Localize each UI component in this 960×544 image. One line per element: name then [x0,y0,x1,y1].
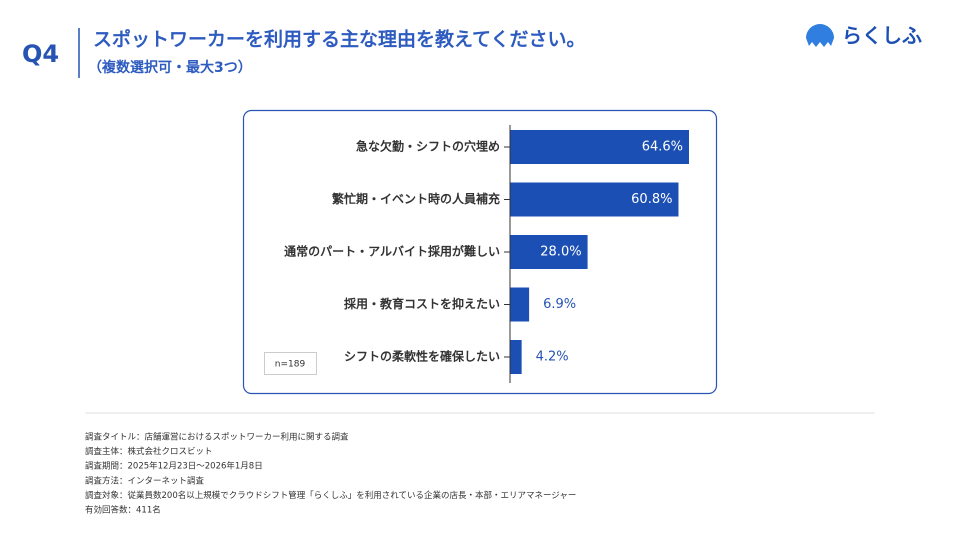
footer-line: 調査期間：2025年12月23日〜2026年1月8日 [85,461,263,472]
sample-size: n=189 [275,360,306,370]
logo: らくしふ [806,24,922,48]
value-label: 6.9% [543,297,576,312]
value-label: 64.6% [642,140,683,155]
bar [510,340,522,374]
bar [510,287,530,322]
note-box [264,352,317,375]
footer-line: 調査方法：インターネット調査 [85,475,205,486]
logo-icon [806,24,834,47]
slide-subtitle: （複数選択可・最大3つ） [88,59,252,76]
value-label: 28.0% [540,245,581,260]
value-label: 60.8% [631,192,672,207]
footer-line: 調査対象：従業員数200名以上規模でクラウドシフト管理「らくしふ」を利用されてい… [85,490,576,501]
category-label: 繁忙期・イベント時の人員補充 [332,191,500,206]
question-number: Q4 [22,40,59,68]
category-label: 通常のパート・アルバイト採用が難しい [284,244,500,259]
logo-text: らくしふ [842,24,922,48]
chart-frame [242,109,718,395]
footer-line: 有効回答数：411名 [85,505,161,516]
footer-line: 調査主体：株式会社クロスビット [85,446,213,457]
footer-line: 調査タイトル：店舗運営におけるスポットワーカー利用に関する調査 [85,432,349,443]
bar [510,235,588,269]
category-label: シフトの柔軟性を確保したい [344,349,500,364]
bar [510,130,689,164]
slide-title: スポットワーカーを利用する主な理由を教えてください。 [93,28,585,51]
bar [510,182,679,217]
value-label: 4.2% [536,350,569,365]
category-label: 急な欠勤・シフトの穴埋め [356,139,500,154]
category-label: 採用・教育コストを抑えたい [344,296,500,311]
